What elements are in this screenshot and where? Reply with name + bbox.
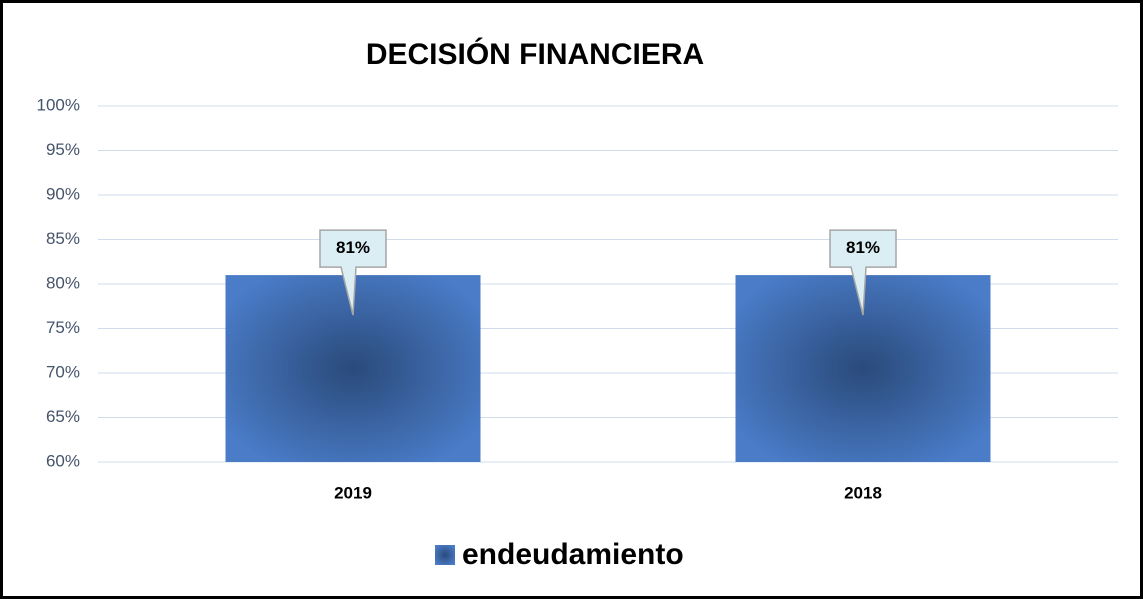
y-tick-label: 80% [46,273,80,292]
y-tick-label: 75% [46,318,80,337]
data-label-callout [319,229,387,316]
y-tick-label: 70% [46,362,80,381]
chart-title: DECISIÓN FINANCIERA [366,37,704,71]
y-tick-label: 60% [46,451,80,470]
y-tick-label: 85% [46,229,80,248]
data-label: 81% [336,238,370,257]
legend-swatch [435,545,455,565]
y-tick-label: 65% [46,407,80,426]
data-label-callout [829,229,897,316]
legend-label: endeudamiento [462,538,684,571]
y-tick-label: 90% [46,184,80,203]
y-tick-label: 95% [46,140,80,159]
x-tick-label: 2019 [334,483,372,502]
y-tick-label: 100% [37,95,80,114]
data-label: 81% [846,238,880,257]
x-tick-label: 2018 [844,483,882,502]
